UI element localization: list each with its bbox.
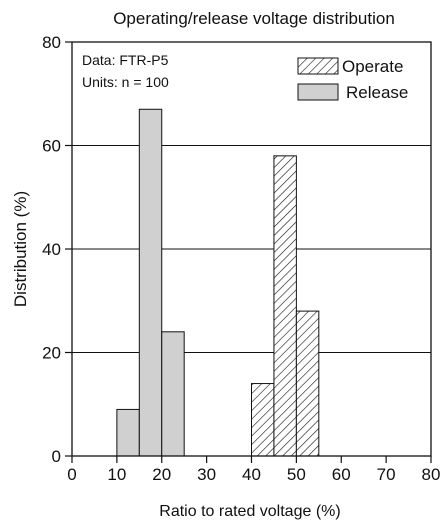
y-tick-label-40: 40: [42, 240, 61, 259]
x-tick-label-20: 20: [152, 465, 171, 484]
x-tick-label-0: 0: [67, 465, 76, 484]
x-tick-label-10: 10: [107, 465, 126, 484]
x-tick-label-80: 80: [422, 465, 441, 484]
x-axis-ticks: 0 10 20 30 40 50 60 70 80: [67, 456, 440, 484]
legend-swatch-operate: [297, 57, 339, 75]
legend-label-operate: Operate: [342, 57, 403, 76]
y-tick-label-0: 0: [52, 447, 61, 466]
annotation-units: Units: n = 100: [82, 74, 169, 90]
y-tick-label-80: 80: [42, 33, 61, 52]
legend-swatch-release: [297, 83, 339, 101]
x-tick-label-70: 70: [377, 465, 396, 484]
annotation-data: Data: FTR-P5: [82, 52, 169, 68]
x-tick-label-50: 50: [287, 465, 306, 484]
y-tick-label-60: 60: [42, 137, 61, 156]
y-axis-ticks: 0 20 40 60 80: [42, 33, 72, 466]
grid-lines: [72, 145, 431, 353]
bar-release-20-25: [161, 331, 185, 457]
bar-release-10-15: [116, 408, 140, 457]
bars: [116, 108, 320, 457]
x-tick-label-30: 30: [197, 465, 216, 484]
y-axis-label: Distribution (%): [11, 191, 30, 307]
legend-label-release: Release: [346, 83, 408, 102]
legend: Operate Release: [297, 57, 408, 102]
bar-operate-40-45: [251, 383, 275, 457]
chart-title: Operating/release voltage distribution: [113, 9, 395, 28]
x-tick-label-60: 60: [332, 465, 351, 484]
x-axis-label: Ratio to rated voltage (%): [159, 503, 340, 520]
y-tick-label-20: 20: [42, 344, 61, 363]
annotation-box: Data: FTR-P5 Units: n = 100: [82, 52, 169, 90]
bar-release-15-20: [138, 108, 163, 457]
x-tick-label-40: 40: [242, 465, 261, 484]
bar-operate-50-55: [295, 310, 320, 457]
bar-operate-45-50: [273, 155, 297, 457]
